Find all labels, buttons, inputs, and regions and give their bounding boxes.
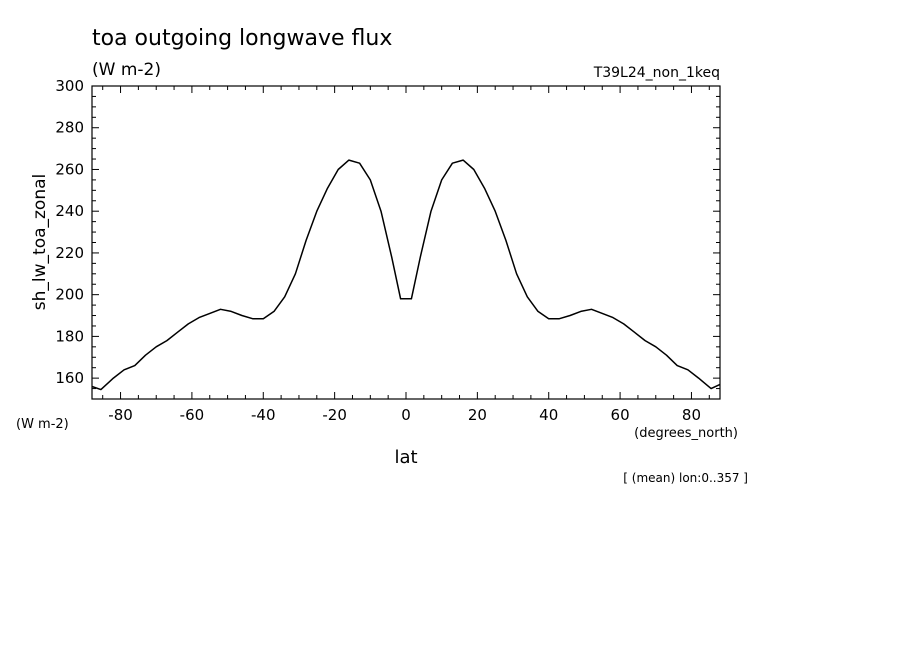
x-axis-units: (degrees_north) <box>634 426 738 441</box>
y-tick-label: 200 <box>55 286 84 304</box>
x-tick-label: 60 <box>611 406 630 424</box>
chart-title: toa outgoing longwave flux <box>92 26 392 51</box>
y-axis-tick-labels: 160 180 200 220 240 260 280 300 <box>55 77 84 387</box>
y-tick-label: 300 <box>55 77 84 95</box>
chart-units: (W m-2) <box>92 60 161 80</box>
x-axis-ticks <box>102 86 710 399</box>
x-tick-label: -20 <box>322 406 347 424</box>
y-axis-ticks <box>92 85 720 390</box>
x-axis-label: lat <box>394 447 417 468</box>
x-axis-tick-labels: -80 -60 -40 -20 0 20 40 60 80 <box>108 406 701 424</box>
y-tick-label: 220 <box>55 244 84 262</box>
y-tick-label: 180 <box>55 327 84 345</box>
y-axis-units: (W m-2) <box>16 417 69 432</box>
y-tick-label: 160 <box>55 369 84 387</box>
plot-frame <box>91 85 721 400</box>
x-tick-label: -40 <box>251 406 276 424</box>
y-tick-label: 240 <box>55 202 84 220</box>
y-axis-label: sh_lw_toa_zonal <box>30 174 50 310</box>
x-tick-label: -80 <box>108 406 133 424</box>
x-tick-label: 80 <box>682 406 701 424</box>
run-label: T39L24_non_1keq <box>593 65 720 81</box>
y-tick-label: 280 <box>55 119 84 137</box>
x-tick-label: 0 <box>401 406 411 424</box>
y-tick-label: 260 <box>55 160 84 178</box>
x-tick-label: 40 <box>539 406 558 424</box>
footnote: [ (mean) lon:0..357 ] <box>623 471 748 485</box>
series-line <box>91 159 721 391</box>
x-tick-label: -60 <box>180 406 205 424</box>
x-tick-label: 20 <box>468 406 487 424</box>
